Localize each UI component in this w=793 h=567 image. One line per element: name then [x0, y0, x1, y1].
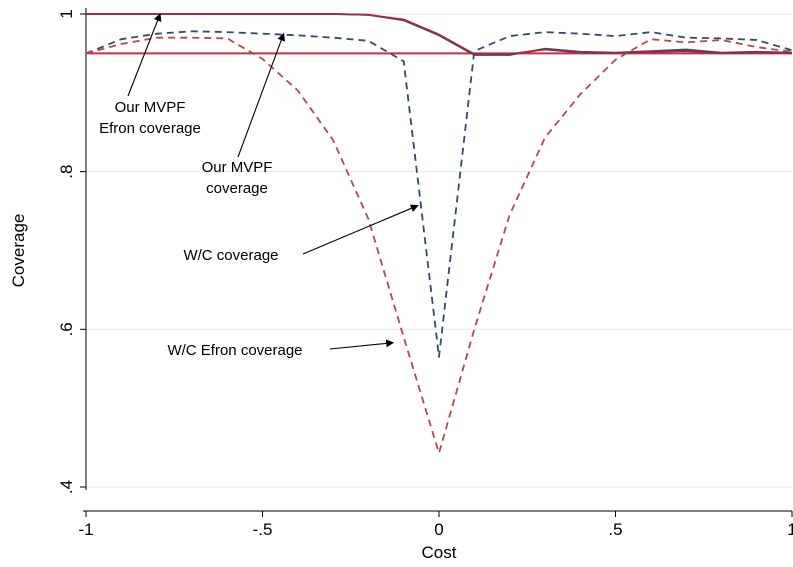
annotation-label: W/C Efron coverage	[167, 342, 302, 359]
annotation-arrow	[127, 13, 162, 97]
annotation-label: Our MVPF coverage	[202, 159, 273, 197]
x-axis-title: Cost	[422, 543, 457, 562]
series-line-2	[85, 30, 793, 358]
y-tick-label: 1	[57, 9, 76, 18]
series-lines	[85, 13, 793, 455]
annotation-label: Our MVPF Efron coverage	[99, 99, 201, 137]
y-tick-label: .6	[57, 322, 76, 336]
annotation-0: Our MVPF Efron coverage	[99, 13, 201, 137]
x-tick-label: -1	[78, 520, 93, 539]
y-tick-label: .8	[57, 165, 76, 179]
annotation-3: W/C Efron coverage	[167, 339, 395, 359]
x-tick-label: 1	[787, 520, 793, 539]
annotation-2: W/C coverage	[183, 204, 419, 264]
annotation-arrow	[237, 32, 285, 158]
annotation-arrow	[329, 339, 395, 350]
y-tick-label: .4	[57, 480, 76, 494]
y-axis-title: Coverage	[9, 214, 28, 288]
annotation-1: Our MVPF coverage	[202, 32, 285, 197]
annotation-arrow	[302, 204, 419, 255]
x-tick-label: .5	[608, 520, 622, 539]
series-line-3	[85, 36, 793, 455]
series-line-1	[86, 13, 793, 56]
tick-marks-and-labels: -1 -.5 0 .5 1 .4 .6 .8 1	[57, 9, 793, 539]
x-tick-label: 0	[434, 520, 443, 539]
axes	[83, 8, 792, 512]
x-tick-label: -.5	[253, 520, 273, 539]
annotation-label: W/C coverage	[183, 247, 278, 264]
